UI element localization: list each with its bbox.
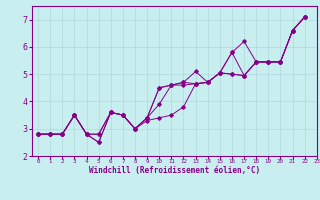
X-axis label: Windchill (Refroidissement éolien,°C): Windchill (Refroidissement éolien,°C) [89,166,260,175]
